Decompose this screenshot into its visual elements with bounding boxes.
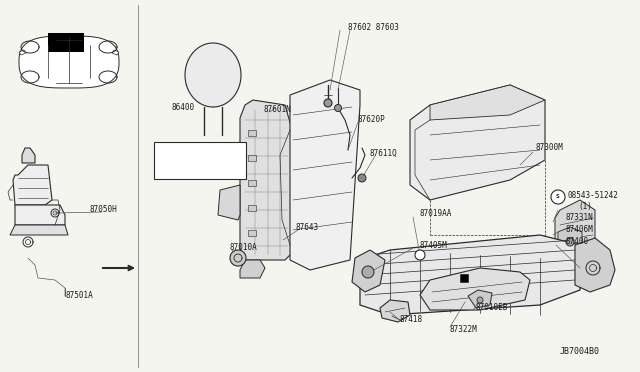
Polygon shape [415, 250, 425, 260]
Text: 87611Q: 87611Q [370, 148, 397, 157]
Text: 87405M: 87405M [420, 241, 448, 250]
Polygon shape [290, 80, 360, 270]
Polygon shape [380, 300, 410, 322]
Text: 87643: 87643 [295, 224, 318, 232]
Polygon shape [555, 200, 595, 265]
Text: 87322M: 87322M [450, 326, 477, 334]
Polygon shape [19, 50, 26, 55]
Text: 87620P: 87620P [358, 115, 386, 124]
Text: 87501A: 87501A [65, 291, 93, 299]
Text: S: S [556, 195, 560, 199]
Text: (2): (2) [196, 166, 210, 174]
Polygon shape [10, 225, 68, 235]
Text: 86400: 86400 [172, 103, 195, 112]
Polygon shape [13, 165, 52, 205]
Text: 87019AA: 87019AA [420, 209, 452, 218]
Polygon shape [240, 100, 295, 260]
Polygon shape [112, 50, 119, 55]
Text: 87331N: 87331N [565, 214, 593, 222]
Text: 08543-51242: 08543-51242 [567, 192, 618, 201]
Text: JB7004B0: JB7004B0 [560, 347, 600, 356]
FancyBboxPatch shape [154, 142, 246, 179]
Polygon shape [19, 36, 119, 88]
Polygon shape [218, 185, 240, 220]
Polygon shape [410, 85, 545, 200]
Bar [248, 155, 256, 161]
Text: 87601N: 87601N [263, 105, 291, 113]
Bar [248, 180, 256, 186]
Polygon shape [352, 250, 385, 292]
Polygon shape [575, 238, 615, 292]
Text: 985H0: 985H0 [175, 144, 198, 153]
Polygon shape [15, 205, 65, 225]
Polygon shape [362, 266, 374, 278]
Text: 87406M: 87406M [565, 225, 593, 234]
Bar [248, 205, 256, 211]
Polygon shape [324, 99, 332, 107]
Text: 87010A: 87010A [230, 244, 258, 253]
Text: 08918-60610: 08918-60610 [182, 157, 233, 166]
Text: N: N [171, 160, 175, 164]
Text: 87050H: 87050H [90, 205, 118, 215]
Text: 08918-60610: 08918-60610 [191, 155, 242, 164]
Polygon shape [360, 235, 580, 315]
Polygon shape [240, 260, 265, 278]
Polygon shape [335, 105, 342, 112]
Polygon shape [230, 250, 246, 266]
Text: (2): (2) [187, 167, 201, 176]
Text: 87418: 87418 [400, 315, 423, 324]
Polygon shape [420, 268, 530, 310]
Text: (1): (1) [578, 202, 592, 212]
Polygon shape [358, 174, 366, 182]
Polygon shape [166, 155, 180, 169]
Polygon shape [566, 238, 574, 246]
Text: 87602 87603: 87602 87603 [348, 22, 399, 32]
Text: 87400: 87400 [565, 237, 588, 247]
Polygon shape [22, 148, 35, 163]
Bar [248, 130, 256, 136]
Polygon shape [468, 290, 492, 308]
Polygon shape [477, 297, 483, 303]
Polygon shape [430, 85, 545, 120]
Polygon shape [558, 227, 582, 260]
Text: 87010EB: 87010EB [476, 304, 508, 312]
Polygon shape [185, 43, 241, 107]
Bar [48, 33, 84, 52]
Polygon shape [551, 190, 565, 204]
Bar [248, 230, 256, 236]
Text: 985H0: 985H0 [165, 142, 188, 151]
Text: 87300M: 87300M [535, 144, 563, 153]
Bar [460, 274, 468, 282]
